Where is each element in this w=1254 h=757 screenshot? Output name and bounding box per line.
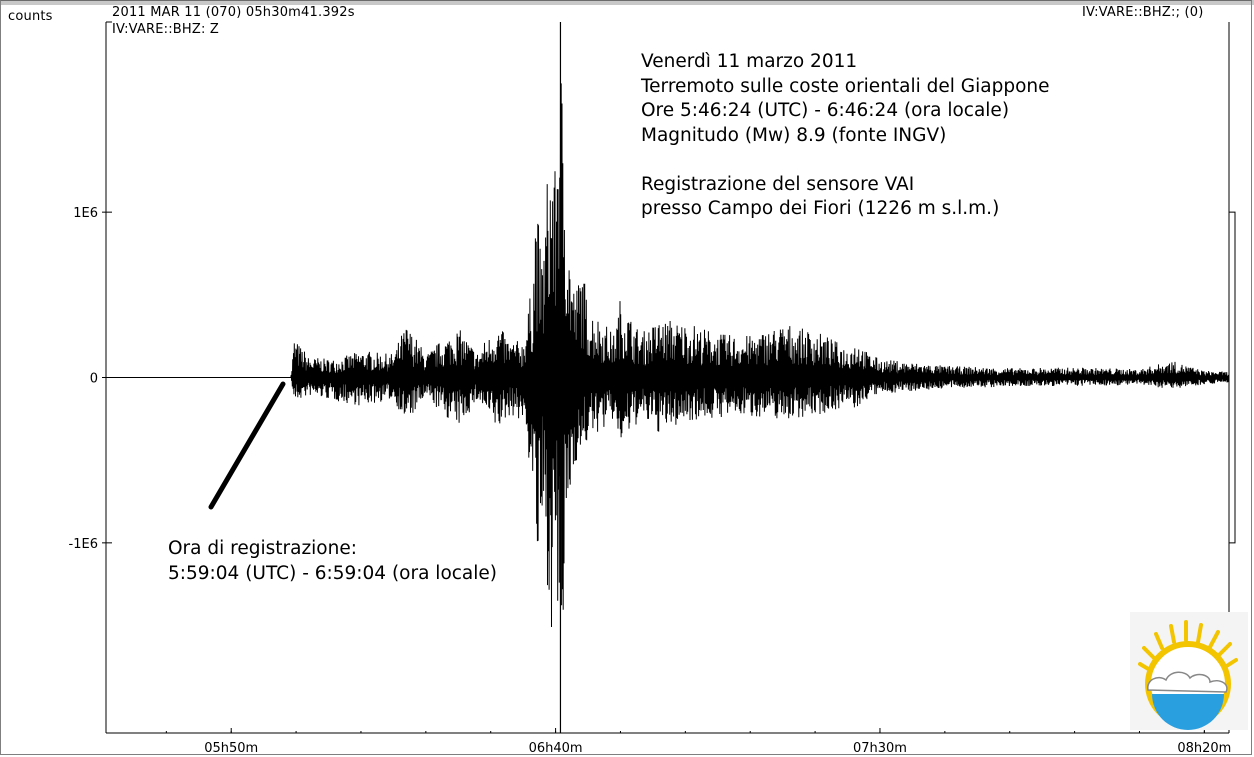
arrival-line: Ora di registrazione: [168,538,357,559]
x-tick-label: 06h40m [529,741,583,756]
arrival-line: 5:59:04 (UTC) - 6:59:04 (ora locale) [168,562,498,584]
seismic-waveform [289,83,1230,628]
amplitude-scale-bracket [1229,211,1236,544]
chart-ticks: 1E6 0 -1E6 05h50m 06h40m 07h30m 08h20m [69,206,1232,756]
units-label: counts [8,9,53,24]
event-line: Venerdì 11 marzo 2011 [641,51,858,72]
y-tick-label: 1E6 [73,206,98,221]
event-line: Ore 5:46:24 (UTC) - 6:46:24 (ora locale) [641,100,1010,121]
y-tick-label: 0 [90,372,98,387]
sun-cloud-logo [1130,612,1248,730]
seismogram-trace [289,22,1230,733]
event-line-spacer [641,148,1050,173]
start-time-label: 2011 MAR 11 (070) 05h30m41.392s [112,5,355,20]
channel-label: IV:VARE::BHZ: Z [112,22,220,37]
arrival-annotation: Ora di registrazione: 5:59:04 (UTC) - 6:… [168,537,497,586]
event-line: Terremoto sulle coste orientali del Giap… [641,75,1050,97]
y-tick-label: -1E6 [69,537,98,552]
window-top-border [0,0,1254,5]
channel-right-label: IV:VARE::BHZ:; (0) [1082,5,1204,20]
event-line: Magnitudo (Mw) 8.9 (fonte INGV) [641,124,947,146]
x-tick-label: 07h30m [853,741,907,756]
x-tick-label: 08h20m [1177,741,1231,756]
arrival-pointer-line [208,381,286,510]
event-line: Registrazione del sensore VAI [641,173,915,195]
x-tick-label: 05h50m [204,741,258,756]
event-annotation: Venerdì 11 marzo 2011 Terremoto sulle co… [641,50,1050,222]
event-line: presso Campo dei Fiori (1226 m s.l.m.) [641,198,1000,219]
